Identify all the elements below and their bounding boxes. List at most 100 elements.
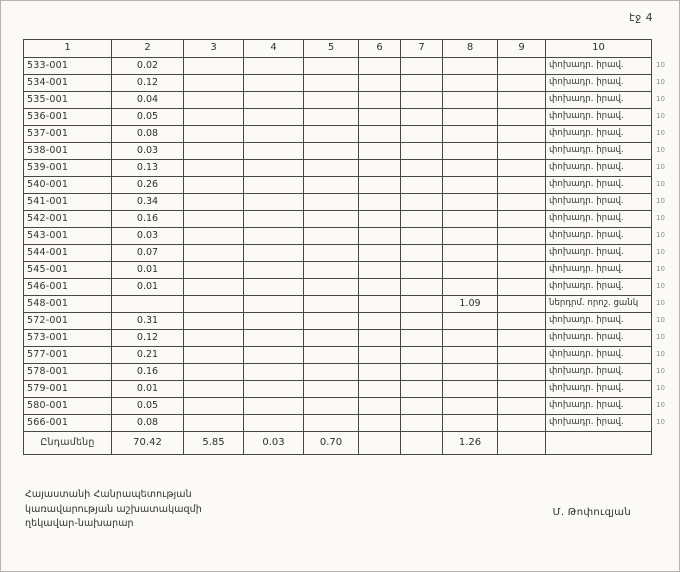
row-code: 536-001 xyxy=(23,108,112,126)
column-header-2: 2 xyxy=(111,39,184,58)
row-value-col-4 xyxy=(243,142,304,160)
row-value-col-3 xyxy=(183,193,244,211)
row-value-col-9 xyxy=(497,346,546,364)
row-value-col-5 xyxy=(303,397,359,415)
totals-col-8: 1.26 xyxy=(442,431,498,455)
row-value-col-3 xyxy=(183,244,244,262)
row-value-col-9 xyxy=(497,380,546,398)
row-value-col-6 xyxy=(358,227,401,245)
row-value-col-7 xyxy=(400,227,443,245)
margin-mark: 10 xyxy=(656,316,665,324)
totals-col-9 xyxy=(497,431,546,455)
totals-col-5: 0.70 xyxy=(303,431,359,455)
page-number: էջ 4 xyxy=(629,11,653,24)
row-value-col-8 xyxy=(442,414,498,432)
row-note: փոխադր. իրավ. xyxy=(545,159,652,177)
table-row: 545-001 0.01 փոխադր. իրավ. xyxy=(23,261,652,279)
table-body: 533-001 0.02 փոխադր. իրավ. 534-001 0.12 փոխադ… xyxy=(23,57,652,432)
budget-table-container: 1 2 3 4 5 6 7 8 9 10 533-001 0.02 փոխադր. … xyxy=(23,39,652,455)
row-value-col-7 xyxy=(400,193,443,211)
row-code: 535-001 xyxy=(23,91,112,109)
row-value-col-8 xyxy=(442,108,498,126)
row-value-col-2: 0.01 xyxy=(111,380,184,398)
row-value-col-8 xyxy=(442,210,498,228)
row-value-col-5 xyxy=(303,244,359,262)
row-value-col-2: 0.13 xyxy=(111,159,184,177)
table-row: 540-001 0.26 փոխադր. իրավ. xyxy=(23,176,652,194)
totals-row: Ընդամենը 70.42 5.85 0.03 0.70 1.26 xyxy=(23,431,652,455)
row-value-col-4 xyxy=(243,312,304,330)
row-value-col-9 xyxy=(497,295,546,313)
row-value-col-6 xyxy=(358,142,401,160)
row-value-col-4 xyxy=(243,329,304,347)
row-value-col-5 xyxy=(303,278,359,296)
row-value-col-6 xyxy=(358,278,401,296)
row-value-col-8 xyxy=(442,91,498,109)
row-value-col-9 xyxy=(497,125,546,143)
row-code: 580-001 xyxy=(23,397,112,415)
margin-mark: 10 xyxy=(656,248,665,256)
row-value-col-7 xyxy=(400,312,443,330)
table-row: 536-001 0.05 փոխադր. իրավ. xyxy=(23,108,652,126)
row-value-col-3 xyxy=(183,380,244,398)
totals-col-10 xyxy=(545,431,652,455)
table-row: 533-001 0.02 փոխադր. իրավ. xyxy=(23,57,652,75)
column-header-1: 1 xyxy=(23,39,112,58)
row-value-col-9 xyxy=(497,312,546,330)
margin-mark: 10 xyxy=(656,350,665,358)
row-note: փոխադր. իրավ. xyxy=(545,363,652,381)
row-value-col-7 xyxy=(400,176,443,194)
row-value-col-5 xyxy=(303,57,359,75)
row-value-col-5 xyxy=(303,142,359,160)
row-value-col-8 xyxy=(442,193,498,211)
row-value-col-9 xyxy=(497,159,546,177)
row-code: 538-001 xyxy=(23,142,112,160)
row-value-col-8 xyxy=(442,159,498,177)
column-header-9: 9 xyxy=(497,39,546,58)
row-value-col-2: 0.08 xyxy=(111,125,184,143)
row-value-col-7 xyxy=(400,108,443,126)
row-code: 566-001 xyxy=(23,414,112,432)
row-value-col-3 xyxy=(183,159,244,177)
row-value-col-4 xyxy=(243,125,304,143)
row-value-col-4 xyxy=(243,57,304,75)
row-value-col-8: 1.09 xyxy=(442,295,498,313)
row-note: փոխադր. իրավ. xyxy=(545,125,652,143)
row-note: փոխադր. իրավ. xyxy=(545,380,652,398)
row-value-col-5 xyxy=(303,193,359,211)
table-row: 548-001 1.09 ներդրմ. որոշ. ցանկ xyxy=(23,295,652,313)
row-value-col-7 xyxy=(400,278,443,296)
row-value-col-3 xyxy=(183,363,244,381)
row-value-col-2: 0.03 xyxy=(111,227,184,245)
row-note: փոխադր. իրավ. xyxy=(545,329,652,347)
row-value-col-5 xyxy=(303,108,359,126)
row-value-col-9 xyxy=(497,193,546,211)
row-value-col-9 xyxy=(497,227,546,245)
row-code: 543-001 xyxy=(23,227,112,245)
row-value-col-9 xyxy=(497,397,546,415)
row-value-col-3 xyxy=(183,397,244,415)
row-value-col-9 xyxy=(497,74,546,92)
margin-mark: 10 xyxy=(656,214,665,222)
row-value-col-9 xyxy=(497,142,546,160)
margin-mark: 10 xyxy=(656,384,665,392)
row-value-col-2 xyxy=(111,295,184,313)
row-value-col-5 xyxy=(303,380,359,398)
row-value-col-6 xyxy=(358,159,401,177)
row-value-col-3 xyxy=(183,125,244,143)
row-value-col-4 xyxy=(243,227,304,245)
row-value-col-2: 0.12 xyxy=(111,74,184,92)
row-note: փոխադր. իրավ. xyxy=(545,193,652,211)
row-value-col-5 xyxy=(303,125,359,143)
row-code: 548-001 xyxy=(23,295,112,313)
row-value-col-8 xyxy=(442,227,498,245)
row-value-col-2: 0.16 xyxy=(111,210,184,228)
row-value-col-6 xyxy=(358,57,401,75)
table-header: 1 2 3 4 5 6 7 8 9 10 xyxy=(23,39,652,58)
row-value-col-7 xyxy=(400,91,443,109)
row-note: փոխադր. իրավ. xyxy=(545,74,652,92)
column-header-6: 6 xyxy=(358,39,401,58)
column-header-7: 7 xyxy=(400,39,443,58)
table-row: 542-001 0.16 փոխադր. իրավ. xyxy=(23,210,652,228)
